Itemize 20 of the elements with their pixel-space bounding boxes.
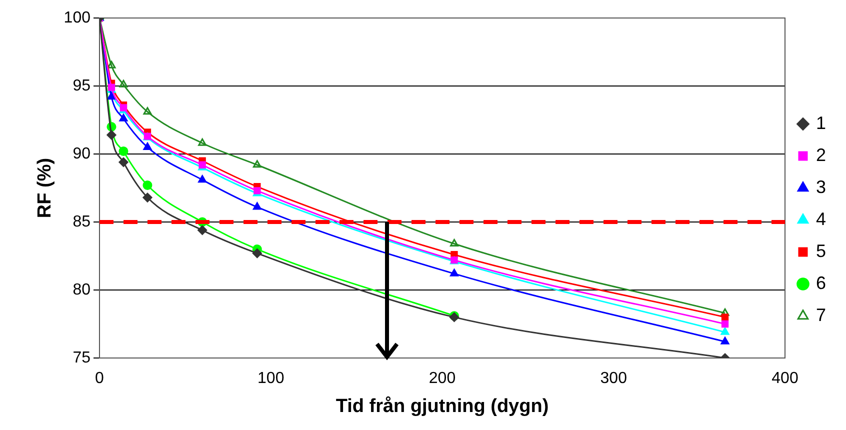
y-tick-label: 75 <box>72 349 91 366</box>
x-tick-label: 400 <box>772 370 798 388</box>
x-tick-label: 300 <box>600 370 628 388</box>
x-axis-title: Tid från gjutning (dygn) <box>336 396 549 417</box>
y-tick-label: 95 <box>72 77 91 94</box>
y-tick-label: 100 <box>64 9 91 26</box>
legend-label: 3 <box>816 176 826 197</box>
y-tick-label: 90 <box>72 145 91 162</box>
legend-label: 7 <box>816 304 826 325</box>
legend-label: 6 <box>816 272 826 293</box>
x-tick-label: 0 <box>95 370 104 388</box>
legend-label: 1 <box>816 112 826 133</box>
x-tick-label: 100 <box>258 370 284 388</box>
y-tick-label: 80 <box>72 281 91 298</box>
legend-label: 5 <box>816 240 826 261</box>
legend-label: 2 <box>816 144 826 165</box>
x-tick-label: 200 <box>428 370 456 388</box>
y-tick-label: 85 <box>72 213 91 230</box>
y-axis-title: RF (%) <box>34 158 56 218</box>
legend-label: 4 <box>816 208 826 229</box>
